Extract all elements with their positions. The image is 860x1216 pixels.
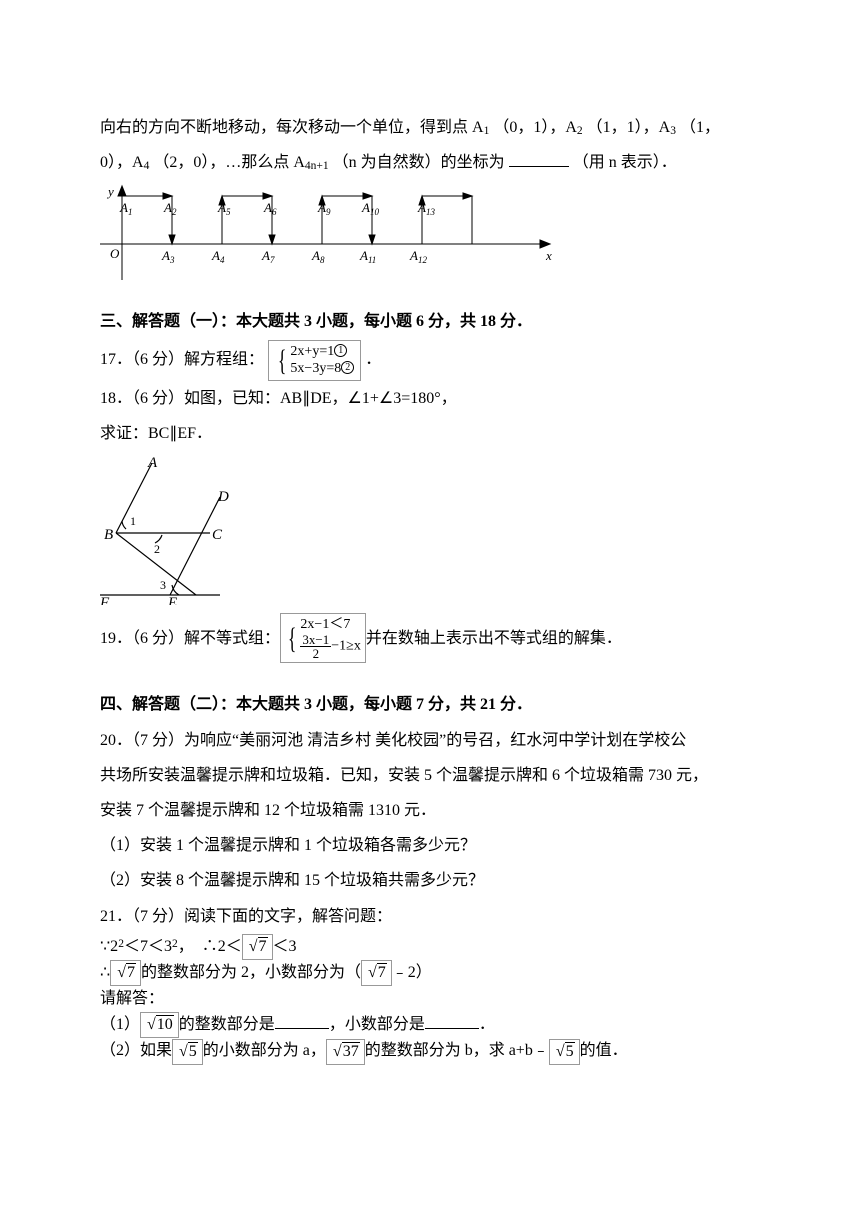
text: ，小数部分是 bbox=[329, 1016, 425, 1033]
q21-l6: （2）如果5的小数部分为 a，37的整数部分为 b，求 a+b﹣5的值． bbox=[100, 1038, 760, 1064]
svg-text:E: E bbox=[167, 595, 177, 605]
intro-line-2: 0），A4 （2，0），…那么点 A4n+1 （n 为自然数）的坐标为 （用 n… bbox=[100, 145, 760, 180]
sqrt-box: 5 bbox=[549, 1039, 580, 1065]
equation-system: { 2x+y=11 5x−3y=82 bbox=[268, 340, 361, 381]
sub: 4 bbox=[144, 160, 150, 172]
text: ∴ bbox=[100, 964, 110, 981]
svg-text:A8: A8 bbox=[311, 248, 325, 265]
text: ＜3 bbox=[273, 938, 297, 955]
q20-l1: 20．（7 分）为响应“美丽河池 清洁乡村 美化校园”的号召，红水河中学计划在学… bbox=[100, 723, 760, 758]
text: ∵2 bbox=[100, 938, 118, 955]
sub: 2 bbox=[577, 125, 583, 137]
text: 的值． bbox=[580, 1042, 628, 1059]
svg-text:A7: A7 bbox=[261, 248, 275, 265]
text: ． bbox=[365, 351, 381, 368]
svg-text:y: y bbox=[106, 184, 114, 199]
question-18-line-1: 18．（6 分）如图，已知：AB∥DE，∠1+∠3=180°， bbox=[100, 381, 760, 416]
text: ， ∴2＜ bbox=[178, 938, 242, 955]
eq-row-2: 5x−3y=8 bbox=[290, 361, 341, 376]
q20-l2: 共场所安装温馨提示牌和垃圾箱．已知，安装 5 个温馨提示牌和 6 个垃圾箱需 7… bbox=[100, 758, 760, 793]
svg-text:O: O bbox=[110, 246, 120, 261]
text: 19．（6 分）解不等式组： bbox=[100, 621, 280, 656]
section-4-title: 四、解答题（二）：本大题共 3 小题，每小题 7 分，共 21 分． bbox=[100, 687, 760, 722]
text: 的整数部分为 2，小数部分为（ bbox=[141, 964, 361, 981]
text: （2，0），…那么点 A bbox=[153, 154, 305, 171]
svg-text:A12: A12 bbox=[409, 248, 427, 265]
text: 的小数部分为 a， bbox=[203, 1042, 326, 1059]
q20-l3: 安装 7 个温馨提示牌和 12 个垃圾箱需 1310 元． bbox=[100, 793, 760, 828]
svg-text:F: F bbox=[100, 595, 110, 605]
svg-text:2: 2 bbox=[154, 542, 160, 556]
svg-text:A1: A1 bbox=[119, 200, 132, 217]
text: ＜7＜3 bbox=[124, 938, 172, 955]
text: 并在数轴上表示出不等式组的解集． bbox=[366, 621, 622, 656]
svg-text:A5: A5 bbox=[217, 200, 231, 217]
sub: 3 bbox=[670, 125, 676, 137]
text: （n 为自然数）的坐标为 bbox=[333, 154, 505, 171]
q21-l5: （1）10的整数部分是 ，小数部分是 ． bbox=[100, 1012, 760, 1038]
svg-text:A4: A4 bbox=[211, 248, 225, 265]
text: 0），A bbox=[100, 154, 144, 171]
sqrt-box: 7 bbox=[110, 960, 141, 986]
text: ﹣2） bbox=[392, 964, 432, 981]
svg-text:B: B bbox=[104, 527, 113, 543]
text: 向右的方向不断地移动，每次移动一个单位，得到点 A bbox=[100, 119, 484, 136]
q20-l5: （2）安装 8 个温馨提示牌和 15 个垃圾箱共需多少元？ bbox=[100, 863, 760, 898]
q21-l3: ∴7的整数部分为 2，小数部分为（7﹣2） bbox=[100, 960, 760, 986]
text: （1，1），A bbox=[587, 119, 671, 136]
geometry-figure-q18: A B C D E F 1 2 3 bbox=[100, 455, 760, 605]
q21-l1: 21．（7 分）阅读下面的文字，解答问题： bbox=[100, 899, 760, 934]
sqrt-box: 37 bbox=[326, 1039, 365, 1065]
text: （0，1），A bbox=[493, 119, 577, 136]
svg-text:x: x bbox=[545, 248, 552, 263]
svg-text:A11: A11 bbox=[359, 248, 376, 265]
svg-text:A2: A2 bbox=[163, 200, 177, 217]
fill-blank[interactable] bbox=[509, 151, 569, 167]
svg-text:D: D bbox=[217, 489, 229, 505]
svg-text:A3: A3 bbox=[161, 248, 175, 265]
text: 17．（6 分）解方程组： bbox=[100, 351, 264, 368]
question-19: 19．（6 分）解不等式组： { 2x−1＜7 3x−12−1≥x 并在数轴上表… bbox=[100, 613, 760, 664]
text: （2）如果 bbox=[100, 1042, 172, 1059]
svg-text:A: A bbox=[147, 455, 158, 471]
svg-text:3: 3 bbox=[160, 578, 166, 592]
intro-line-1: 向右的方向不断地移动，每次移动一个单位，得到点 A1 （0，1），A2 （1，1… bbox=[100, 110, 760, 145]
q21-l4: 请解答： bbox=[100, 986, 760, 1012]
sub: 1 bbox=[484, 125, 490, 137]
inequality-system: { 2x−1＜7 3x−12−1≥x bbox=[280, 613, 366, 664]
svg-text:A10: A10 bbox=[361, 200, 379, 217]
sub: 4n+1 bbox=[305, 160, 329, 172]
q21-l2: ∵22＜7＜32， ∴2＜7＜3 bbox=[100, 934, 760, 960]
section-3-title: 三、解答题（一）：本大题共 3 小题，每小题 6 分，共 18 分． bbox=[100, 304, 760, 339]
coordinate-graph: y O x A1 A2 A3 A4 A5 A6 A7 A8 A9 A10 A11… bbox=[100, 184, 760, 280]
q20-l4: （1）安装 1 个温馨提示牌和 1 个垃圾箱各需多少元？ bbox=[100, 828, 760, 863]
sqrt-box: 5 bbox=[172, 1039, 203, 1065]
question-17: 17．（6 分）解方程组： { 2x+y=11 5x−3y=82 ． bbox=[100, 340, 760, 381]
sqrt-box: 7 bbox=[361, 960, 392, 986]
svg-text:A13: A13 bbox=[417, 200, 435, 217]
circle-number-icon: 2 bbox=[341, 361, 354, 374]
svg-text:1: 1 bbox=[130, 514, 136, 528]
sqrt-box: 7 bbox=[242, 934, 273, 960]
eq-row-1: 2x+y=1 bbox=[290, 344, 334, 359]
text: （1） bbox=[100, 1016, 140, 1033]
fill-blank[interactable] bbox=[425, 1013, 479, 1029]
ineq-row-2: 3x−12−1≥x bbox=[300, 633, 360, 660]
text: 的整数部分是 bbox=[179, 1016, 275, 1033]
svg-text:C: C bbox=[212, 527, 223, 543]
circle-number-icon: 1 bbox=[334, 344, 347, 357]
fill-blank[interactable] bbox=[275, 1013, 329, 1029]
svg-text:A9: A9 bbox=[317, 200, 331, 217]
text: 的整数部分为 b，求 a+b﹣ bbox=[365, 1042, 549, 1059]
text: （用 n 表示）． bbox=[573, 154, 677, 171]
svg-text:A6: A6 bbox=[263, 200, 277, 217]
ineq-row-1: 2x−1＜7 bbox=[300, 616, 360, 634]
text: （1， bbox=[680, 119, 720, 136]
text: ． bbox=[479, 1016, 495, 1033]
question-18-line-2: 求证：BC∥EF． bbox=[100, 416, 760, 451]
sqrt-box: 10 bbox=[140, 1012, 179, 1038]
